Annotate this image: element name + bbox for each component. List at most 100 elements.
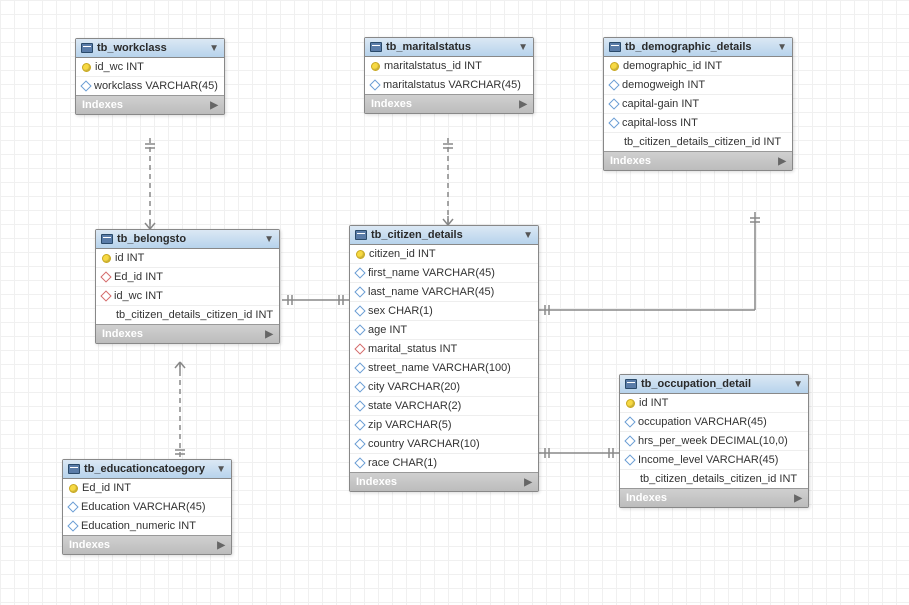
table-workclass[interactable]: tb_workclass ▼ id_wc INT workclass VARCH…	[75, 38, 225, 115]
table-icon	[81, 43, 93, 53]
column-row: id_wc INT	[96, 287, 279, 306]
column-row: capital-gain INT	[604, 95, 792, 114]
indexes-section[interactable]: Indexes▶	[76, 95, 224, 114]
table-header[interactable]: tb_workclass ▼	[76, 39, 224, 58]
table-icon	[609, 42, 621, 52]
column-row: workclass VARCHAR(45)	[76, 77, 224, 95]
column-row: Income_level VARCHAR(45)	[620, 451, 808, 470]
col-icon	[354, 305, 365, 316]
column-row: age INT	[350, 321, 538, 340]
column-row: maritalstatus VARCHAR(45)	[365, 76, 533, 94]
indexes-section[interactable]: Indexes▶	[604, 151, 792, 170]
indexes-section[interactable]: Indexes▶	[63, 535, 231, 554]
table-body: id_wc INT workclass VARCHAR(45)	[76, 58, 224, 95]
column-row: maritalstatus_id INT	[365, 57, 533, 76]
table-title: tb_demographic_details	[625, 41, 752, 53]
expand-icon[interactable]: ▶	[778, 156, 786, 167]
table-title: tb_educationcatoegory	[84, 463, 205, 475]
table-title: tb_citizen_details	[371, 229, 463, 241]
table-body: id INT Ed_id INT id_wc INT tb_citizen_de…	[96, 249, 279, 324]
table-header[interactable]: tb_educationcatoegory ▼	[63, 460, 231, 479]
col-icon	[369, 79, 380, 90]
table-occupation[interactable]: tb_occupation_detail ▼ id INT occupation…	[619, 374, 809, 508]
table-header[interactable]: tb_occupation_detail ▼	[620, 375, 808, 394]
table-icon	[370, 42, 382, 52]
column-row: race CHAR(1)	[350, 454, 538, 472]
expand-icon[interactable]: ▶	[265, 329, 273, 340]
column-row: sex CHAR(1)	[350, 302, 538, 321]
table-header[interactable]: tb_maritalstatus ▼	[365, 38, 533, 57]
expand-icon[interactable]: ▶	[519, 99, 527, 110]
pk-icon	[371, 62, 380, 71]
collapse-icon[interactable]: ▼	[216, 464, 226, 475]
column-row: citizen_id INT	[350, 245, 538, 264]
expand-icon[interactable]: ▶	[217, 540, 225, 551]
table-header[interactable]: tb_demographic_details ▼	[604, 38, 792, 57]
indexes-section[interactable]: Indexes▶	[365, 94, 533, 113]
table-maritalstatus[interactable]: tb_maritalstatus ▼ maritalstatus_id INT …	[364, 37, 534, 114]
col-icon	[608, 98, 619, 109]
expand-icon[interactable]: ▶	[524, 477, 532, 488]
column-row: tb_citizen_details_citizen_id INT	[96, 306, 279, 324]
table-title: tb_workclass	[97, 42, 167, 54]
column-row: Education VARCHAR(45)	[63, 498, 231, 517]
expand-icon[interactable]: ▶	[794, 493, 802, 504]
column-row: id_wc INT	[76, 58, 224, 77]
column-row: id INT	[96, 249, 279, 268]
pk-icon	[356, 250, 365, 259]
indexes-section[interactable]: Indexes▶	[96, 324, 279, 343]
collapse-icon[interactable]: ▼	[264, 234, 274, 245]
table-icon	[101, 234, 113, 244]
column-row: zip VARCHAR(5)	[350, 416, 538, 435]
column-row: id INT	[620, 394, 808, 413]
indexes-section[interactable]: Indexes▶	[350, 472, 538, 491]
col-icon	[354, 362, 365, 373]
pk-icon	[626, 399, 635, 408]
column-row: last_name VARCHAR(45)	[350, 283, 538, 302]
col-icon	[354, 381, 365, 392]
pk-icon	[102, 254, 111, 263]
table-body: Ed_id INT Education VARCHAR(45) Educatio…	[63, 479, 231, 535]
column-row: city VARCHAR(20)	[350, 378, 538, 397]
collapse-icon[interactable]: ▼	[793, 379, 803, 390]
col-icon	[354, 457, 365, 468]
column-row: country VARCHAR(10)	[350, 435, 538, 454]
pk-icon	[610, 62, 619, 71]
table-body: demographic_id INT demogweigh INT capita…	[604, 57, 792, 151]
column-row: demographic_id INT	[604, 57, 792, 76]
col-icon	[608, 117, 619, 128]
col-icon	[67, 501, 78, 512]
table-title: tb_maritalstatus	[386, 41, 471, 53]
col-icon	[80, 80, 91, 91]
col-icon	[354, 419, 365, 430]
collapse-icon[interactable]: ▼	[209, 43, 219, 54]
table-header[interactable]: tb_belongsto ▼	[96, 230, 279, 249]
table-education[interactable]: tb_educationcatoegory ▼ Ed_id INT Educat…	[62, 459, 232, 555]
column-row: state VARCHAR(2)	[350, 397, 538, 416]
collapse-icon[interactable]: ▼	[523, 230, 533, 241]
col-icon	[354, 286, 365, 297]
table-icon	[68, 464, 80, 474]
column-row: Ed_id INT	[63, 479, 231, 498]
indexes-section[interactable]: Indexes▶	[620, 488, 808, 507]
collapse-icon[interactable]: ▼	[518, 42, 528, 53]
fk-icon	[100, 290, 111, 301]
column-row: hrs_per_week DECIMAL(10,0)	[620, 432, 808, 451]
table-demographic[interactable]: tb_demographic_details ▼ demographic_id …	[603, 37, 793, 171]
table-header[interactable]: tb_citizen_details ▼	[350, 226, 538, 245]
fk-icon	[354, 343, 365, 354]
table-citizen[interactable]: tb_citizen_details ▼ citizen_id INT firs…	[349, 225, 539, 492]
fk-icon	[100, 271, 111, 282]
collapse-icon[interactable]: ▼	[777, 42, 787, 53]
table-icon	[625, 379, 637, 389]
table-belongsto[interactable]: tb_belongsto ▼ id INT Ed_id INT id_wc IN…	[95, 229, 280, 344]
column-row: tb_citizen_details_citizen_id INT	[604, 133, 792, 151]
col-icon	[608, 79, 619, 90]
column-row: marital_status INT	[350, 340, 538, 359]
col-icon	[67, 520, 78, 531]
expand-icon[interactable]: ▶	[210, 100, 218, 111]
col-icon	[624, 454, 635, 465]
col-icon	[354, 400, 365, 411]
table-body: maritalstatus_id INT maritalstatus VARCH…	[365, 57, 533, 94]
column-row: capital-loss INT	[604, 114, 792, 133]
